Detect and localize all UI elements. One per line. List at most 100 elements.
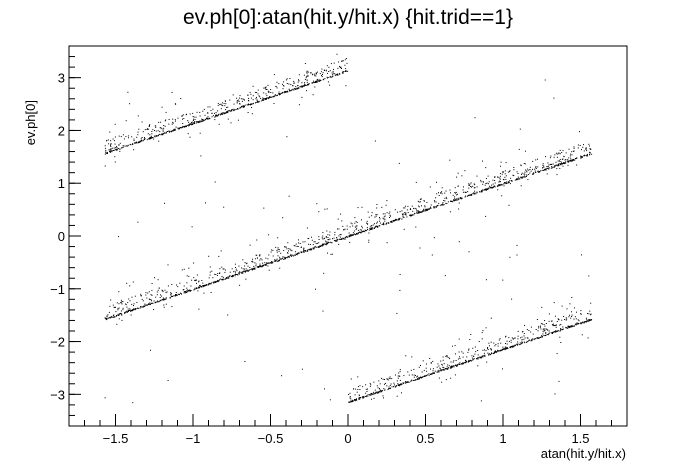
data-point [559,153,561,155]
data-point [504,173,506,175]
data-point [423,200,425,202]
data-point [119,148,121,150]
data-point [156,291,158,293]
data-point [470,186,472,187]
data-point [290,254,292,256]
data-point [263,87,265,89]
data-point [385,204,387,206]
data-point [396,219,398,221]
data-point [573,147,575,149]
data-point [163,298,165,300]
data-point [305,250,307,251]
data-point [434,201,436,203]
data-point [538,337,539,339]
data-point [239,271,241,273]
data-point [201,120,203,122]
data-point [571,326,573,328]
data-point [481,191,483,192]
data-point [374,389,376,391]
data-point [436,366,438,368]
data-point [522,176,524,178]
data-point [171,306,173,308]
data-point [547,168,549,169]
data-point [207,284,209,286]
data-point [384,218,386,220]
data-point [196,287,198,289]
data-point [485,215,487,217]
data-point [374,226,376,228]
data-point [108,311,110,313]
data-point [221,104,223,106]
data-point [442,364,444,366]
data-point [471,186,472,188]
data-point [265,98,267,99]
data-point [252,268,254,270]
data-point [283,256,285,258]
data-point [107,314,109,316]
data-point [311,82,313,84]
data-point [149,137,151,139]
data-point [106,319,108,321]
data-point [590,313,592,315]
data-point [146,129,148,130]
data-point [293,254,295,256]
data-point [490,187,492,189]
data-point [190,290,192,291]
data-point [215,281,217,283]
data-point [238,99,240,101]
data-point [407,381,409,383]
data-point [104,165,106,167]
data-point [528,330,530,331]
data-point [205,118,207,120]
data-point [443,200,445,201]
data-point [436,181,437,183]
data-point [389,215,391,217]
data-point [250,93,252,95]
data-point [388,388,390,390]
data-point [551,166,553,168]
data-point [404,207,406,209]
data-point [423,200,425,202]
data-point [148,304,150,306]
data-point [340,234,342,236]
data-point [120,136,122,138]
data-point [216,114,218,116]
data-point [329,234,331,236]
data-point [140,306,142,308]
data-point [244,99,245,101]
data-point [438,377,440,379]
data-point [256,239,258,241]
data-point [473,193,475,195]
data-point [388,213,390,215]
data-point [396,312,398,314]
data-point [422,210,424,212]
data-point [490,317,492,319]
data-point [162,133,164,135]
data-point [110,299,112,301]
data-point [544,335,546,337]
data-point [468,183,470,185]
data-point [202,286,204,288]
data-point [336,74,338,76]
data-point [570,157,572,159]
data-point [499,177,501,179]
data-point [561,319,563,321]
data-point [557,160,559,162]
data-point [254,258,256,260]
data-point [165,111,167,113]
data-point [505,335,507,337]
data-point [517,176,519,178]
data-point [161,128,163,130]
data-point [183,285,185,287]
data-point [337,238,339,240]
data-point [434,370,436,372]
data-point [565,161,567,163]
data-point [470,360,472,362]
data-point [132,143,134,145]
data-point [518,148,520,150]
data-point [406,209,408,211]
data-point [359,385,361,387]
data-point [489,353,491,355]
data-point [221,113,223,115]
data-point [133,138,135,140]
